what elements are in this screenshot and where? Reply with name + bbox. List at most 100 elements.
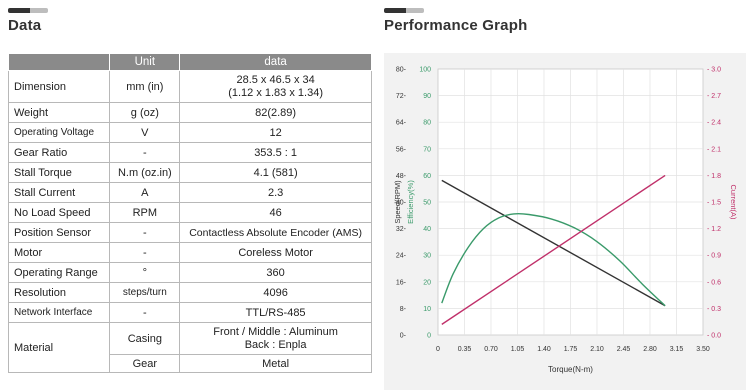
header-data: data bbox=[179, 53, 372, 71]
x-tick-label: 2.80 bbox=[643, 346, 657, 353]
current-tick-label: - 0.3 bbox=[707, 306, 721, 313]
row-label: Weight bbox=[7, 102, 111, 123]
row-value-line1: 28.5 x 46.5 x 34 bbox=[236, 73, 315, 86]
row-label: Motor bbox=[7, 242, 111, 263]
current-tick-label: - 3.0 bbox=[707, 67, 721, 74]
row-label: Dimension bbox=[7, 70, 111, 103]
row-value: 4.1 (581) bbox=[179, 162, 372, 183]
row-label: No Load Speed bbox=[7, 202, 111, 223]
row-label: Resolution bbox=[7, 282, 111, 303]
speed-tick-label: 32- bbox=[396, 226, 407, 233]
current-axis-label: Current(A) bbox=[729, 184, 738, 220]
x-tick-label: 1.75 bbox=[564, 346, 578, 353]
row-label: Operating Voltage bbox=[7, 122, 111, 143]
row-unit: - bbox=[109, 142, 181, 163]
header-unit: Unit bbox=[109, 53, 181, 71]
row-unit: - bbox=[109, 222, 181, 243]
row-value: 28.5 x 46.5 x 34 (1.12 x 1.83 x 1.34) bbox=[179, 70, 372, 103]
row-value: TTL/RS-485 bbox=[179, 302, 372, 323]
current-tick-label: - 2.4 bbox=[707, 120, 721, 127]
row-value: Metal bbox=[179, 354, 372, 373]
efficiency-tick-label: 60 bbox=[423, 173, 431, 180]
efficiency-tick-label: 40 bbox=[423, 226, 431, 233]
row-unit: N.m (oz.in) bbox=[109, 162, 181, 183]
x-tick-label: 2.10 bbox=[590, 346, 604, 353]
table-row: No Load Speed RPM 46 bbox=[7, 202, 372, 223]
header-label bbox=[7, 53, 111, 71]
data-section-title: Data bbox=[8, 17, 42, 34]
table-row: Network Interface - TTL/RS-485 bbox=[7, 302, 372, 323]
current-tick-label: - 0.0 bbox=[707, 333, 721, 340]
row-unit: RPM bbox=[109, 202, 181, 223]
current-tick-label: - 1.5 bbox=[707, 200, 721, 207]
row-value: Front / Middle : Aluminum Back : Enpla bbox=[179, 322, 372, 355]
row-value: 4096 bbox=[179, 282, 372, 303]
table-row-material-gear: Gear Metal bbox=[9, 354, 372, 373]
row-unit: Gear bbox=[109, 354, 181, 373]
efficiency-series-line bbox=[441, 212, 666, 307]
current-tick-label: - 2.7 bbox=[707, 93, 721, 100]
row-unit: V bbox=[109, 122, 181, 143]
row-label: Operating Range bbox=[7, 262, 111, 283]
efficiency-tick-label: 80 bbox=[423, 120, 431, 127]
efficiency-tick-label: 100 bbox=[419, 67, 431, 74]
row-value: 360 bbox=[179, 262, 372, 283]
current-tick-label: - 1.2 bbox=[707, 226, 721, 233]
speed-tick-label: 72- bbox=[396, 93, 407, 100]
table-row: Resolution steps/turn 4096 bbox=[7, 282, 372, 303]
row-value-line2: (1.12 x 1.83 x 1.34) bbox=[228, 86, 323, 99]
x-tick-label: 3.50 bbox=[696, 346, 710, 353]
table-row: Motor - Coreless Motor bbox=[7, 242, 372, 263]
speed-tick-label: 80- bbox=[396, 67, 407, 74]
table-row-material-casing: Material Casing Front / Middle : Aluminu… bbox=[7, 322, 372, 373]
table-row: Position Sensor - Contactless Absolute E… bbox=[7, 222, 372, 243]
x-tick-label: 1.05 bbox=[511, 346, 525, 353]
row-value: 46 bbox=[179, 202, 372, 223]
speed-tick-label: 40- bbox=[396, 200, 407, 207]
x-tick-label: 3.15 bbox=[670, 346, 684, 353]
speed-tick-label: 24- bbox=[396, 253, 407, 260]
row-label: Network Interface bbox=[7, 302, 111, 323]
spec-table: Unit data Dimension mm (in) 28.5 x 46.5 … bbox=[7, 53, 372, 373]
table-row: Stall Current A 2.3 bbox=[7, 182, 372, 203]
speed-series-line bbox=[441, 179, 666, 307]
table-row: Weight g (oz) 82(2.89) bbox=[7, 102, 372, 123]
efficiency-tick-label: 90 bbox=[423, 93, 431, 100]
efficiency-axis-label: Efficiency(%) bbox=[406, 180, 415, 224]
row-value: Contactless Absolute Encoder (AMS) bbox=[179, 222, 372, 243]
row-value: 353.5 : 1 bbox=[179, 142, 372, 163]
x-tick-label: 0.70 bbox=[484, 346, 498, 353]
data-section-marker bbox=[8, 8, 48, 13]
row-label: Stall Torque bbox=[7, 162, 111, 183]
speed-tick-label: 48- bbox=[396, 173, 407, 180]
speed-tick-label: 8- bbox=[400, 306, 407, 313]
performance-chart: 0 0.35 0.70 1.05 1.40 1.75 2.10 2.45 2.80 3.15 3.5… bbox=[384, 53, 746, 390]
row-unit: mm (in) bbox=[109, 70, 181, 103]
row-value: 2.3 bbox=[179, 182, 372, 203]
speed-tick-label: 56- bbox=[396, 146, 407, 153]
table-row: Operating Range ° 360 bbox=[7, 262, 372, 283]
efficiency-tick-label: 70 bbox=[423, 146, 431, 153]
table-row: Gear Ratio - 353.5 : 1 bbox=[7, 142, 372, 163]
table-row: Operating Voltage V 12 bbox=[7, 122, 372, 143]
speed-tick-label: 0- bbox=[400, 333, 407, 340]
x-axis-label: Torque(N-m) bbox=[548, 365, 593, 374]
graph-section-marker bbox=[384, 8, 424, 13]
current-tick-label: - 0.9 bbox=[707, 253, 721, 260]
row-unit: steps/turn bbox=[109, 282, 181, 303]
table-header-row: Unit data bbox=[7, 53, 372, 71]
speed-tick-label: 64- bbox=[396, 120, 407, 127]
x-tick-label: 2.45 bbox=[617, 346, 631, 353]
row-value-line2: Back : Enpla bbox=[244, 338, 307, 351]
current-tick-label: - 0.6 bbox=[707, 279, 721, 286]
x-tick-label: 0 bbox=[436, 346, 440, 353]
row-unit: - bbox=[109, 302, 181, 323]
row-unit: - bbox=[109, 242, 181, 263]
current-series-line bbox=[441, 174, 666, 325]
efficiency-tick-label: 0 bbox=[427, 333, 431, 340]
row-label: Material bbox=[7, 322, 111, 373]
row-value: Coreless Motor bbox=[179, 242, 372, 263]
current-tick-label: - 2.1 bbox=[707, 146, 721, 153]
speed-tick-label: 16- bbox=[396, 279, 407, 286]
row-value: 82(2.89) bbox=[179, 102, 372, 123]
